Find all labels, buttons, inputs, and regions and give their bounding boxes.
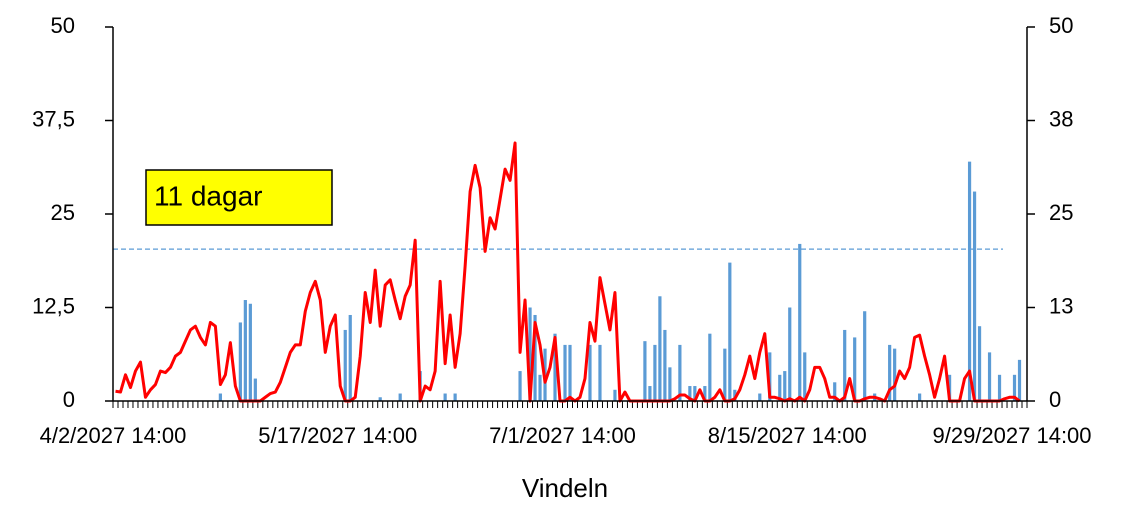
bar (778, 374, 782, 401)
bar (918, 393, 922, 401)
bar (972, 191, 977, 401)
bar (1012, 374, 1017, 401)
bar (997, 374, 1002, 401)
bar (253, 378, 257, 401)
bar (798, 243, 802, 401)
bar (588, 344, 592, 401)
bar (443, 393, 447, 401)
x-axis-title: Vindeln (522, 473, 608, 503)
bar (987, 352, 992, 401)
bar (453, 393, 457, 401)
bar (643, 341, 647, 401)
bar (658, 296, 662, 401)
y2-tick-label: 38 (1049, 106, 1073, 131)
bar (688, 386, 692, 401)
bar (708, 333, 712, 401)
bar (893, 348, 897, 401)
bar (758, 393, 762, 401)
bar (598, 344, 602, 401)
bar (553, 333, 557, 401)
y2-tick-label: 0 (1049, 387, 1061, 412)
bar (398, 393, 402, 401)
bar (343, 329, 347, 401)
bar (728, 262, 732, 401)
y-tick-label: 37,5 (32, 106, 75, 131)
bar (238, 322, 242, 401)
bar (977, 326, 982, 401)
bar (648, 386, 652, 401)
x-tick-label: 7/1/2027 14:00 (489, 423, 636, 448)
bar (533, 314, 537, 401)
bar (723, 348, 727, 401)
y-tick-label: 25 (51, 200, 75, 225)
bar (788, 307, 792, 401)
bar (348, 314, 352, 401)
bar (248, 303, 252, 401)
y-tick-label: 50 (51, 13, 75, 38)
x-tick-label: 4/2/2027 14:00 (40, 423, 187, 448)
line (115, 141, 1021, 403)
y-tick-label: 0 (63, 387, 75, 412)
x-tick-label: 8/15/2027 14:00 (708, 423, 867, 448)
bar (1017, 359, 1022, 401)
bar (653, 344, 657, 401)
annotation-box (145, 169, 333, 226)
x-tick-label: 9/29/2027 14:00 (932, 423, 1091, 448)
annotation: 11 dagar (154, 180, 262, 211)
bar (768, 352, 772, 401)
bar (863, 311, 867, 401)
x-tick-label: 5/17/2027 14:00 (258, 423, 417, 448)
bar (803, 352, 807, 401)
bar (693, 386, 697, 401)
bar (733, 389, 737, 401)
bar (853, 337, 857, 401)
bar (243, 300, 247, 401)
bar (967, 161, 972, 401)
y2-tick-label: 25 (1049, 200, 1073, 225)
bar (668, 367, 672, 401)
bar (888, 344, 892, 401)
bar (218, 393, 222, 401)
y-tick-label: 12,5 (32, 293, 75, 318)
bar (783, 371, 787, 401)
bar (678, 344, 682, 401)
bar (613, 389, 617, 401)
bar (563, 344, 567, 401)
bar (518, 371, 522, 401)
bar (568, 344, 572, 401)
bar (833, 382, 837, 401)
y2-tick-label: 50 (1049, 13, 1073, 38)
bar (538, 374, 542, 401)
bar (528, 307, 532, 401)
bar (663, 329, 667, 401)
bar (703, 386, 707, 401)
y2-tick-label: 13 (1049, 293, 1073, 318)
bar (378, 397, 382, 401)
bar (843, 329, 847, 401)
